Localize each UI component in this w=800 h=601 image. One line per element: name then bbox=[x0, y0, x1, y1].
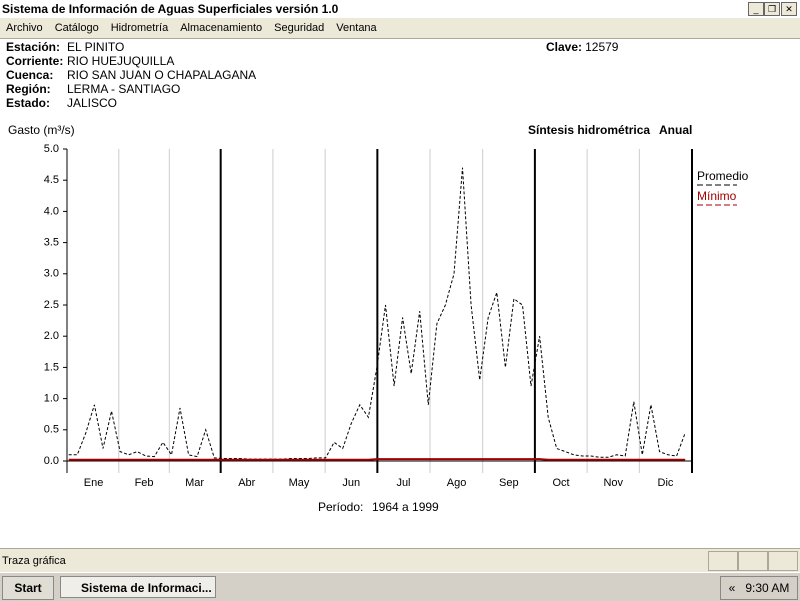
status-bar: Traza gráfica bbox=[0, 548, 800, 573]
y-tick-label: 2.0 bbox=[44, 330, 59, 342]
status-panel bbox=[738, 551, 768, 571]
maximize-button[interactable]: ❐ bbox=[764, 2, 780, 16]
status-text: Traza gráfica bbox=[2, 555, 66, 567]
y-tick-label: 0.5 bbox=[44, 424, 59, 436]
y-tick-label: 1.5 bbox=[44, 361, 59, 373]
legend-label: Promedio bbox=[697, 169, 749, 183]
clock: 9:30 AM bbox=[745, 581, 790, 595]
y-tick-label: 4.5 bbox=[44, 174, 59, 186]
info-label: Estado: bbox=[6, 96, 51, 110]
close-button[interactable]: ✕ bbox=[781, 2, 797, 16]
taskbar: Start Sistema de Informaci... « 9:30 AM bbox=[0, 572, 800, 601]
y-tick-label: 5.0 bbox=[44, 143, 59, 155]
y-axis-label: Gasto (m³/s) bbox=[8, 123, 75, 137]
info-value: EL PINITO bbox=[67, 40, 125, 54]
menu-item[interactable]: Hidrometría bbox=[110, 22, 169, 34]
title-bar: Sistema de Información de Aguas Superfic… bbox=[0, 0, 800, 18]
legend-label: Mínimo bbox=[697, 189, 737, 203]
menu-item[interactable]: Archivo bbox=[6, 22, 43, 34]
x-tick-label: Mar bbox=[185, 477, 204, 489]
info-value: LERMA - SANTIAGO bbox=[67, 82, 181, 96]
x-tick-label: Dic bbox=[658, 477, 674, 489]
x-tick-label: Oct bbox=[552, 477, 569, 489]
x-tick-label: Ene bbox=[84, 477, 104, 489]
info-label: Cuenca: bbox=[6, 68, 54, 82]
info-label: Región: bbox=[6, 82, 51, 96]
x-tick-label: Abr bbox=[238, 477, 255, 489]
tray: « 9:30 AM bbox=[720, 576, 798, 600]
status-panel bbox=[708, 551, 738, 571]
info-label: Corriente: bbox=[6, 54, 64, 68]
y-tick-label: 0.0 bbox=[44, 455, 59, 467]
window-title: Sistema de Información de Aguas Superfic… bbox=[2, 2, 339, 16]
info-value: RIO SAN JUAN O CHAPALAGANA bbox=[67, 68, 257, 82]
x-tick-label: Jul bbox=[396, 477, 410, 489]
menu-bar: Archivo Catálogo Hidrometría Almacenamiento… bbox=[0, 18, 800, 39]
tray-arrow[interactable]: « bbox=[728, 581, 746, 595]
menu-item[interactable]: Catálogo bbox=[54, 22, 99, 34]
chart-subtitle: Anual bbox=[659, 123, 692, 137]
series-line bbox=[68, 458, 686, 461]
x-tick-label: Nov bbox=[603, 477, 623, 489]
status-panel bbox=[768, 551, 798, 571]
chart: Gasto (m³/s) Síntesis hidrométrica Anual… bbox=[8, 123, 749, 514]
period-label: Período: bbox=[318, 500, 363, 514]
menu-item[interactable]: Almacenamiento bbox=[180, 22, 263, 34]
chart-title: Síntesis hidrométrica bbox=[528, 123, 650, 137]
x-tick-label: Feb bbox=[135, 477, 154, 489]
y-tick-label: 3.0 bbox=[44, 268, 59, 280]
minimize-button[interactable]: _ bbox=[748, 2, 764, 16]
y-tick-label: 2.5 bbox=[44, 299, 59, 311]
series-line bbox=[68, 167, 686, 460]
x-tick-label: May bbox=[289, 477, 310, 489]
period: 1964 a 1999 bbox=[372, 500, 439, 514]
start-button[interactable]: Start bbox=[2, 576, 54, 600]
clave-value: 12579 bbox=[585, 40, 619, 54]
info-value: RIO HUEJUQUILLA bbox=[67, 54, 175, 68]
clave: Clave: 12579 bbox=[546, 40, 618, 54]
y-tick-label: 1.0 bbox=[44, 393, 59, 405]
menu-item[interactable]: Seguridad bbox=[274, 22, 325, 34]
y-tick-label: 3.5 bbox=[44, 237, 59, 249]
x-tick-label: Ago bbox=[447, 477, 467, 489]
task-button[interactable]: Sistema de Informaci... bbox=[60, 576, 216, 598]
info-value: JALISCO bbox=[67, 96, 118, 110]
clave-label: Clave: bbox=[546, 40, 583, 54]
x-tick-label: Jun bbox=[342, 477, 360, 489]
x-tick-label: Sep bbox=[499, 477, 519, 489]
menu-item[interactable]: Ventana bbox=[336, 22, 377, 34]
info-label: Estación: bbox=[6, 40, 61, 54]
y-tick-label: 4.0 bbox=[44, 205, 59, 217]
